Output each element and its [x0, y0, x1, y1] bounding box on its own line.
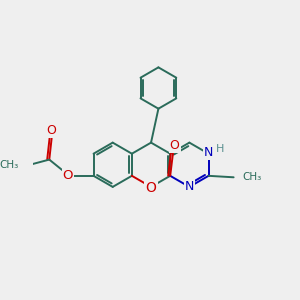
Text: O: O: [146, 182, 157, 195]
Text: O: O: [63, 169, 73, 182]
Text: O: O: [47, 124, 57, 137]
Text: CH₃: CH₃: [0, 160, 19, 170]
Text: CH₃: CH₃: [242, 172, 261, 182]
Text: N: N: [204, 146, 213, 159]
Text: N: N: [185, 180, 194, 194]
Text: O: O: [170, 139, 180, 152]
Text: H: H: [216, 144, 224, 154]
